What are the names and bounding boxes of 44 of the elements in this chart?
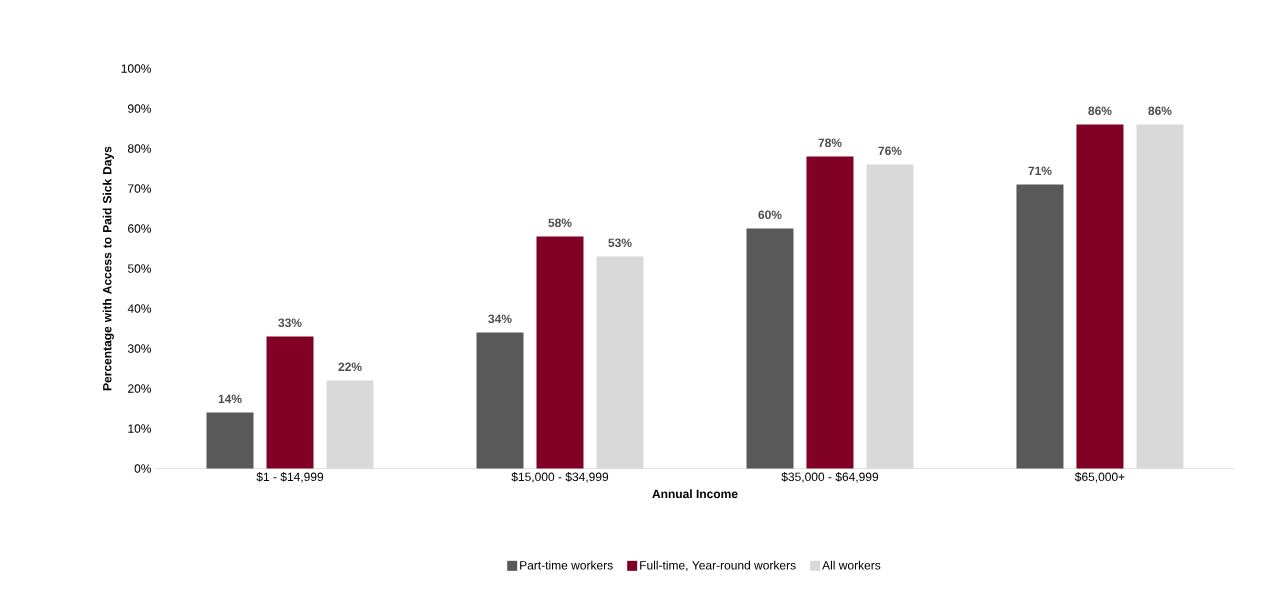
bar — [866, 164, 914, 469]
data-label: 34% — [488, 314, 512, 324]
data-label: 53% — [608, 238, 632, 248]
bar — [536, 236, 584, 469]
x-tick-label: $35,000 - $64,999 — [781, 472, 879, 483]
x-tick-label: $1 - $14,999 — [256, 472, 324, 483]
data-label: 14% — [218, 394, 242, 404]
y-tick-label: 70% — [128, 184, 152, 194]
x-tick-label: $65,000+ — [1074, 472, 1125, 483]
bar — [1076, 124, 1124, 469]
legend-label: Full-time, Year-round workers — [640, 560, 796, 572]
bar — [266, 336, 314, 469]
y-axis-title: Percentage with Access to Paid Sick Days — [102, 146, 114, 391]
bar — [1136, 124, 1184, 469]
data-label: 86% — [1088, 106, 1112, 116]
data-label: 58% — [548, 218, 572, 228]
data-label: 76% — [878, 146, 902, 156]
y-tick-label: 80% — [127, 144, 152, 154]
y-tick-label: 30% — [127, 344, 152, 354]
y-tick-label: 90% — [128, 104, 152, 114]
y-tick-label: 60% — [128, 224, 152, 234]
y-tick-label: 40% — [127, 304, 152, 314]
data-label: 60% — [758, 210, 782, 220]
data-label: 71% — [1028, 166, 1052, 176]
data-label: 22% — [338, 362, 362, 372]
data-label: 33% — [278, 318, 302, 328]
bar — [746, 228, 794, 469]
y-tick-label: 50% — [127, 264, 152, 274]
y-tick-label: 100% — [121, 64, 152, 74]
bar — [806, 156, 854, 469]
legend-label: Part-time workers — [520, 560, 613, 570]
x-tick-label: $15,000 - $34,999 — [511, 472, 609, 483]
y-tick-label: 10% — [128, 424, 152, 434]
bar — [476, 332, 524, 469]
bar — [596, 256, 644, 469]
data-label: 86% — [1148, 106, 1172, 116]
bar — [1016, 184, 1064, 469]
bar — [326, 380, 374, 469]
legend-label: All workers — [822, 560, 881, 570]
data-label: 78% — [818, 138, 842, 148]
y-tick-label: 0% — [134, 464, 152, 474]
x-axis-title: Annual Income — [652, 489, 738, 499]
y-tick-label: 20% — [128, 384, 152, 394]
bar — [206, 412, 254, 469]
